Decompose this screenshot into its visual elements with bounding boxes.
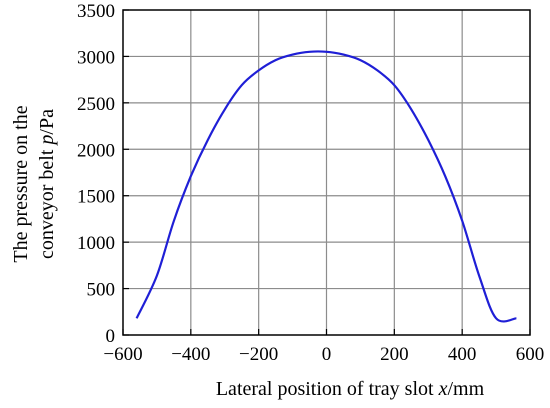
grid <box>123 10 530 335</box>
y-tick-label: 2500 <box>77 94 115 115</box>
pressure-curve <box>135 50 517 323</box>
y-axis-title-line2: conveyor belt p/Pa <box>36 109 58 259</box>
x-axis-title: Lateral position of tray slot x/mm <box>216 378 485 400</box>
y-tick-label: 3000 <box>77 47 115 68</box>
y-tick-label: 3500 <box>77 1 115 22</box>
y-tick-label: 500 <box>87 280 116 301</box>
x-tick-labels: −600 −400 −200 0 200 400 600 <box>103 344 544 365</box>
tick-marks <box>122 9 531 336</box>
x-tick-label: 200 <box>380 344 409 365</box>
x-tick-label: 0 <box>322 344 332 365</box>
x-tick-label: 600 <box>516 344 545 365</box>
y-tick-label: 1000 <box>77 233 115 254</box>
x-tick-label: −200 <box>239 344 278 365</box>
y-tick-label: 0 <box>106 326 116 347</box>
y-tick-label: 2000 <box>77 140 115 161</box>
x-tick-label: −400 <box>171 344 210 365</box>
y-axis-title: The pressure on the conveyor belt p/Pa <box>10 105 58 262</box>
y-tick-label: 1500 <box>77 187 115 208</box>
y-tick-labels: 0 500 1000 1500 2000 2500 3000 3500 <box>77 1 115 347</box>
y-axis-title-line1: The pressure on the <box>10 105 32 262</box>
x-tick-label: 400 <box>448 344 477 365</box>
x-tick-label: −600 <box>103 344 142 365</box>
series-group <box>135 50 517 323</box>
